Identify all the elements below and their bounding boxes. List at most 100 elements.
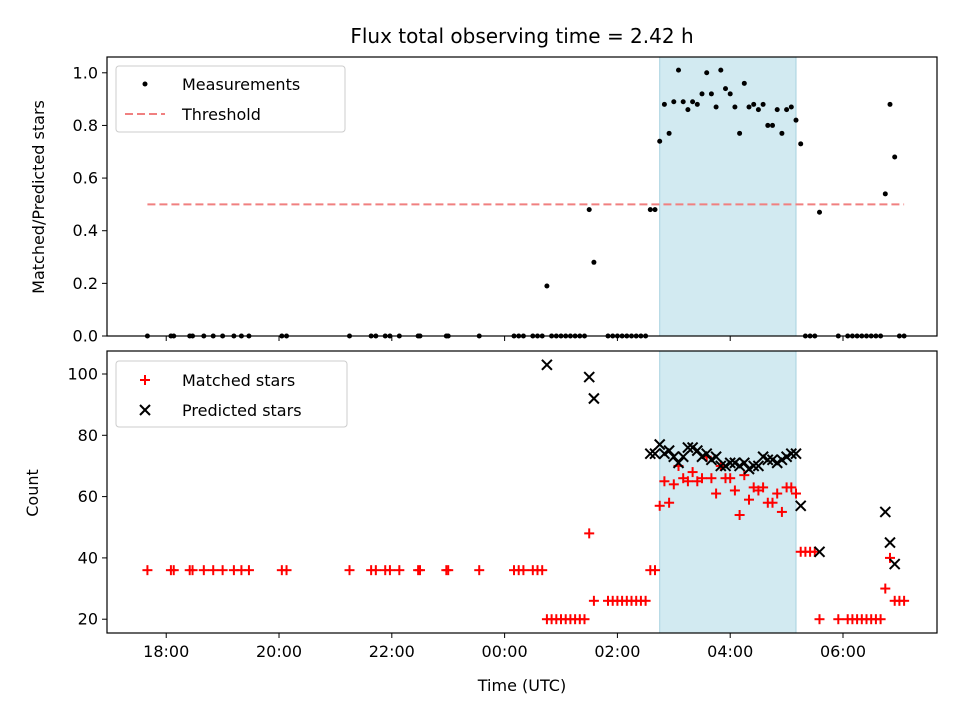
legend-matched-marker [140,375,150,385]
top-axes-frame [106,56,938,337]
measurement-point [661,101,667,107]
measurement-point [676,67,682,73]
bottom-x-ticks: 18:00 20:00 22:00 00:00 02:00 04:00 06:00 [143,633,866,661]
y-tick-label: 0.2 [73,274,98,293]
predicted-star-point [672,457,685,469]
legend-measurements-marker [142,81,148,87]
matched-star-point [786,482,797,493]
matched-star-point [880,583,891,594]
matched-star-point [885,552,896,563]
bottom-legend: Matched stars Predicted stars [115,360,348,428]
measurement-point [647,207,653,213]
predicted-star-point [710,451,722,463]
matched-star-point [243,565,254,576]
y-tick-label: 1.0 [73,63,98,82]
matched-star-point [682,476,693,487]
matched-stars-points [142,451,910,625]
matched-star-point [814,614,825,625]
measurement-point [690,99,696,105]
predicted-star-point [663,444,675,457]
measurement-point [694,101,700,107]
matched-star-point [584,528,595,539]
legend-threshold-label: Threshold [181,105,261,124]
matched-star-point [776,506,787,517]
predicted-star-point [700,447,713,460]
matched-star-point [729,485,740,496]
measurement-point [784,107,790,113]
predicted-star-point [649,447,661,460]
measurement-point [704,70,710,76]
y-tick-label: 60 [78,487,98,506]
matched-star-point [537,565,548,576]
top-panel: 0.0 0.2 0.4 0.6 0.8 1.0 Matched/Predicted sta… [29,56,938,346]
measurement-point [732,104,738,110]
matched-star-point [711,488,722,499]
predicted-star-point [644,447,657,460]
matched-star-point [187,565,198,576]
predicted-star-point [762,454,774,466]
matched-star-point [142,565,153,576]
matched-star-point [640,595,651,606]
measurement-point [657,138,663,144]
matched-star-point [772,488,783,499]
measurement-point [737,130,743,136]
measurement-point [591,259,597,265]
bottom-y-ticks: 20 40 60 80 100 [67,364,107,629]
top-y-axis-label: Matched/Predicted stars [29,100,48,294]
matched-star-point [394,565,405,576]
matched-star-point [518,565,529,576]
measurement-point [765,122,771,128]
x-tick-label: 22:00 [369,642,415,661]
bottom-panel: 20 40 60 80 100 18:00 20:00 22:00 00:00 02:00 04:… [23,350,938,695]
bottom-highlight-span [659,350,797,634]
predicted-star-point [583,371,595,383]
matched-star-point [899,595,910,606]
predicted-star-point [879,506,892,518]
y-tick-label: 0.6 [73,169,98,188]
measurement-point [671,99,677,105]
matched-star-point [370,565,381,576]
predicted-star-point [653,438,666,451]
matched-star-point [697,473,708,484]
matched-star-point [198,565,209,576]
predicted-star-point [691,444,704,457]
chart-title: Flux total observing time = 2.42 h [350,24,693,48]
bottom-axes-frame [106,350,938,634]
predicted-star-point [715,460,727,472]
measurement-point [723,86,729,92]
predicted-star-point [794,500,807,512]
y-tick-label: 0.4 [73,221,98,240]
predicted-star-point [747,460,760,472]
matched-star-point [443,565,454,576]
matched-star-point [384,565,395,576]
matched-star-point [415,565,426,576]
matched-star-point [588,595,599,606]
predicted-star-point [724,457,736,469]
predicted-star-point [541,359,553,371]
x-tick-label: 02:00 [594,642,640,661]
x-tick-label: 06:00 [820,642,866,661]
matched-star-point [654,500,665,511]
x-axis-label: Time (UTC) [477,676,566,695]
measurement-point [708,91,714,97]
matched-star-point [706,473,717,484]
matched-star-point [739,470,750,481]
matched-star-point [281,565,292,576]
matched-star-point [217,565,228,576]
measurement-point [887,101,893,107]
matched-star-point [579,614,590,625]
measurement-point [892,154,898,160]
matched-star-point [687,467,698,478]
matched-star-point [767,497,778,508]
measurement-point [713,104,719,110]
measurement-point [798,141,804,147]
matched-star-point [208,565,219,576]
legend-matched-label: Matched stars [182,371,295,390]
y-tick-label: 0.8 [73,116,98,135]
predicted-star-point [738,457,751,469]
y-tick-label: 20 [78,610,98,629]
y-tick-label: 40 [78,548,98,567]
top-x-ticks [165,336,844,341]
measurement-point [755,107,761,113]
measurement-point [751,101,757,107]
